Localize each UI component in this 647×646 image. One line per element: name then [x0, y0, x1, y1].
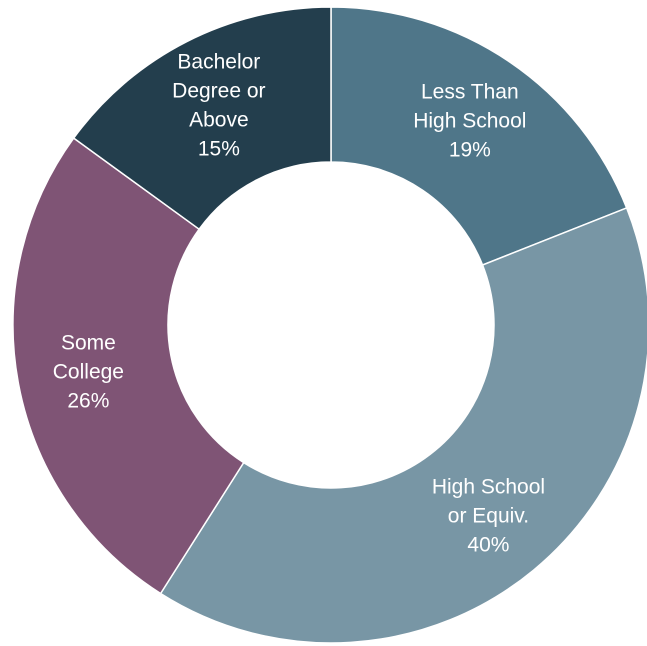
slice-category-label: Above — [189, 108, 249, 131]
slice-value-label: 40% — [467, 533, 509, 556]
slice-value-label: 19% — [449, 139, 491, 162]
slice-category-label: Degree or — [172, 79, 265, 102]
slice-label-0: Less Than High School 19% — [413, 81, 526, 162]
slice-value-label: 15% — [198, 137, 240, 160]
slice-label-2: Some College 26% — [53, 331, 124, 412]
slice-value-label: 26% — [67, 389, 109, 412]
slice-category-label: or Equiv. — [448, 504, 529, 527]
slice-label-1: High School or Equiv. 40% — [432, 475, 545, 556]
slice-category-label: Some — [61, 331, 116, 354]
slice-category-label: Less Than — [421, 81, 519, 104]
donut-slice-1 — [159, 206, 647, 644]
slice-label-3: Bachelor Degree or Above 15% — [172, 50, 265, 160]
slice-category-label: High School — [413, 110, 526, 133]
donut-slice-0 — [330, 6, 628, 266]
donut-slice-3 — [72, 6, 332, 231]
donut-slice-2 — [12, 137, 245, 595]
slice-category-label: High School — [432, 475, 545, 498]
slice-category-label: Bachelor — [177, 50, 260, 73]
slice-category-label: College — [53, 360, 124, 383]
